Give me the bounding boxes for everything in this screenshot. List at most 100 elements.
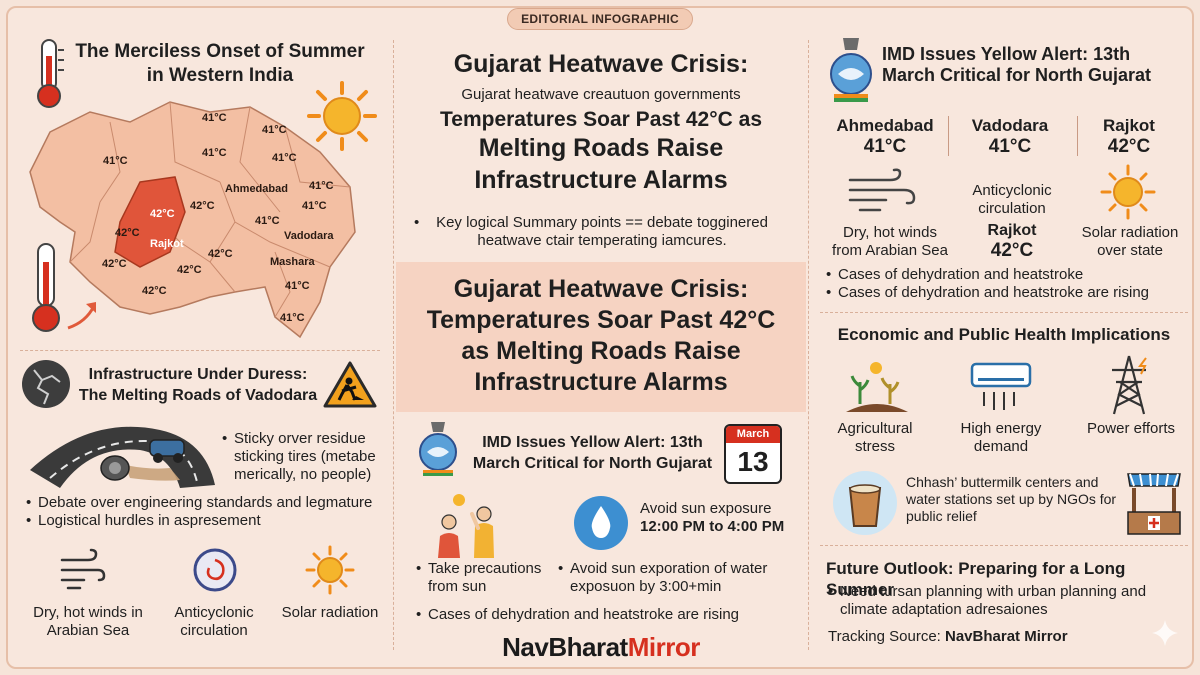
thermometer-icon xyxy=(30,38,70,115)
left-bullet-list: Debate over engineering standards and le… xyxy=(24,494,388,530)
center-imd-title: IMD Issues Yellow Alert: 13th March Crit… xyxy=(465,432,720,474)
right-section-divider-1 xyxy=(820,312,1188,313)
center-h2-line1: Temperatures Soar Past 42°C as xyxy=(440,108,762,131)
left-title-line1: The Merciless Onset of Summer xyxy=(75,41,365,62)
water-drop-icon xyxy=(572,494,630,557)
chhash-text: Chhash’ buttermilk centers and water sta… xyxy=(906,474,1117,524)
city-ahmedabad: Ahmedabad 41°C xyxy=(826,116,944,158)
road-bullet-list: Sticky orver residue sticking tires (met… xyxy=(220,430,390,484)
center-subheadline: Gujarat heatwave creautuon governments xyxy=(461,86,741,103)
rajkot-highlight-name: Rajkot xyxy=(987,222,1037,239)
avoid-sun-text: Avoid sun exposure 12:00 PM to 4:00 PM xyxy=(640,500,800,536)
map-label-temp-3: 41°C xyxy=(103,155,128,167)
center-h2-line2: Melting Roads Raise xyxy=(478,134,724,162)
editorial-tag: EDITORIAL INFOGRAPHIC xyxy=(507,8,693,30)
city-temp-vadodara: 41°C xyxy=(988,136,1032,157)
city-temp-ahmedabad: 41°C xyxy=(863,136,907,157)
calendar-day: 13 xyxy=(737,446,769,477)
right-imd-title: IMD Issues Yellow Alert: 13th March Crit… xyxy=(882,44,1182,86)
infra-title-line2: The Melting Roads of Vadodara xyxy=(78,387,318,404)
calendar-icon: March 13 xyxy=(724,424,782,484)
wind-icon-right xyxy=(846,168,920,221)
right-bullet-list: Cases of dehydration and heatstroke Case… xyxy=(824,266,1188,302)
road-work-sign-icon xyxy=(322,360,378,415)
econ-label-power: Power efforts xyxy=(1086,420,1176,437)
future-list: Need tursan planning with urban planning… xyxy=(826,583,1166,619)
sparkle-icon xyxy=(1150,618,1180,653)
map-label-temp-5: 41°C xyxy=(272,152,297,164)
tracking-source: Tracking Source: NavBharat Mirror xyxy=(828,628,1168,646)
map-label-temp-1: 41°C xyxy=(202,112,227,124)
future-bullet: Need tursan planning with urban planning… xyxy=(826,583,1166,619)
gujarat-map xyxy=(20,92,365,347)
thermometer-rising-icon xyxy=(28,242,108,342)
navbharat-mirror-logo: NavBharatMirror xyxy=(400,632,802,663)
map-label-temp-16: 42°C xyxy=(142,285,167,297)
econ-title: Economic and Public Health Implications xyxy=(837,325,1171,344)
imd-emblem-icon-right xyxy=(826,36,876,109)
right-imd-line2: March Critical for North Gujarat xyxy=(882,65,1152,85)
map-label-rajkot: Rajkot xyxy=(150,238,184,250)
left-bullet-1: Debate over engineering standards and le… xyxy=(24,494,388,512)
map-label-ahmedabad: Ahmedabad xyxy=(225,183,288,195)
column-divider-right xyxy=(808,40,809,650)
imd-emblem-icon xyxy=(415,420,461,483)
city-name-rajkot: Rajkot xyxy=(1103,116,1155,135)
city-divider-1 xyxy=(948,116,949,156)
city-vadodara: Vadodara 41°C xyxy=(955,116,1065,158)
precaution-bullet: Take precautions from sun xyxy=(414,560,554,596)
icon-label-solar: Solar radiation xyxy=(281,604,379,621)
center-imd-line2: March Critical for North Gujarat xyxy=(472,455,713,472)
headline-band: Gujarat Heatwave Crisis: Temperatures So… xyxy=(396,262,806,412)
map-label-temp-10: 41°C xyxy=(255,215,280,227)
summary-bullet: Key logical Summary points == debate tog… xyxy=(412,214,792,250)
left-title: The Merciless Onset of Summer in Western… xyxy=(70,40,370,88)
band-line4: Infrastructure Alarms xyxy=(474,368,728,396)
sun-icon xyxy=(306,80,378,157)
tracking-value: NavBharat Mirror xyxy=(945,628,1068,645)
map-label-temp-17: 41°C xyxy=(280,312,305,324)
power-tower-icon xyxy=(1106,354,1152,421)
map-label-temp-12: 42°C xyxy=(208,248,233,260)
people-sun-icon xyxy=(434,492,504,565)
avoid-bullet: Avoid sun exporation of water exposuon b… xyxy=(556,560,796,596)
solar-sun-icon-right xyxy=(1100,164,1156,225)
map-label-temp-2: 41°C xyxy=(262,124,287,136)
city-name-ahmedabad: Ahmedabad xyxy=(836,116,934,135)
icon-label-winds: Dry, hot winds in Arabian Sea xyxy=(33,604,143,639)
city-temp-rajkot: 42°C xyxy=(1107,136,1151,157)
band-line3: as Melting Roads Raise xyxy=(461,337,741,365)
band-line1: Gujarat Heatwave Crisis: xyxy=(453,275,749,303)
center-headline-2: Temperatures Soar Past 42°C as Melting R… xyxy=(400,107,802,196)
precaution-list: Take precautions from sun xyxy=(414,560,554,596)
rajkot-highlight-temp: 42°C xyxy=(990,240,1034,261)
econ-label-agriculture: Agricultural stress xyxy=(837,420,913,455)
cases-list: Cases of dehydration and heatstroke are … xyxy=(414,606,794,624)
right-section-divider-2 xyxy=(820,545,1188,546)
right-imd-line1: IMD Issues Yellow Alert: 13th xyxy=(882,44,1131,64)
rajkot-highlight: Rajkot 42°C xyxy=(960,222,1064,262)
map-label-temp-7: 41°C xyxy=(302,200,327,212)
right-bullet-2: Cases of dehydration and heatstroke are … xyxy=(824,284,1188,302)
logo-part-navbharat: NavBharat xyxy=(502,632,628,662)
left-section-divider xyxy=(20,350,380,351)
buttermilk-icon xyxy=(830,470,900,541)
city-rajkot: Rajkot 42°C xyxy=(1084,116,1174,158)
summary-list: Key logical Summary points == debate tog… xyxy=(412,214,792,250)
map-label-temp-13: 42°C xyxy=(102,258,127,270)
tracking-label: Tracking Source: xyxy=(828,628,941,645)
map-label-temp-6: 41°C xyxy=(309,180,334,192)
city-name-vadodara: Vadodara xyxy=(971,116,1049,135)
left-title-line2: in Western India xyxy=(146,65,294,86)
infra-title-line1: Infrastructure Under Duress: xyxy=(88,366,308,383)
map-label-mashara: Mashara xyxy=(270,256,315,268)
column-divider-left xyxy=(393,40,394,650)
center-headline: Gujarat Heatwave Crisis: xyxy=(453,50,749,78)
relief-stall-icon xyxy=(1124,470,1184,541)
center-imd-line1: IMD Issues Yellow Alert: 13th xyxy=(482,434,703,451)
left-bullet-2: Logistical hurdles in aspresement xyxy=(24,512,388,530)
city-divider-2 xyxy=(1077,116,1078,156)
avoid-list: Avoid sun exporation of water exposuon b… xyxy=(556,560,796,596)
right-anticyclonic-label: Anticyclonic circulation xyxy=(972,182,1052,217)
map-label-temp-14: 42°C xyxy=(177,264,202,276)
